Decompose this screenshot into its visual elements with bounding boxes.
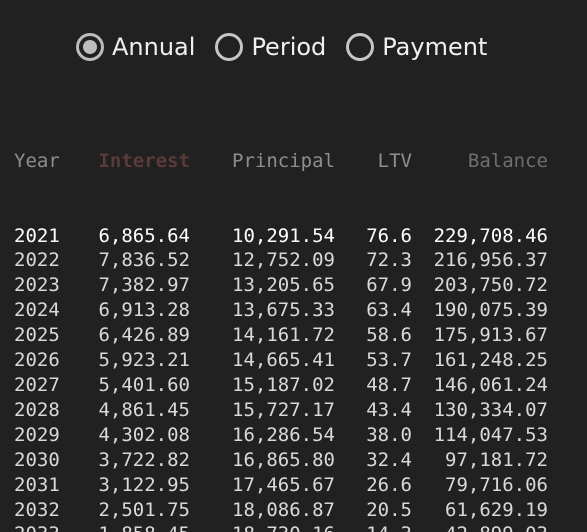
radio-unchecked-icon bbox=[215, 33, 244, 61]
cell-ltv: 48.7 bbox=[366, 373, 412, 396]
cell-principal: 13,675.33 bbox=[232, 299, 335, 322]
table-row[interactable]: 20331,858.4518,730.1614.342,899.03 bbox=[14, 522, 548, 532]
table-row[interactable]: 2027 5,401.60 15,187.02 48.7 146,061.24 bbox=[14, 373, 548, 398]
cell-balance: 229,708.46 bbox=[433, 224, 548, 247]
cell-ltv: 32.4 bbox=[366, 448, 412, 471]
cell-principal: 14,665.41 bbox=[232, 349, 335, 372]
table-row[interactable]: 2022 7,836.52 12,752.09 72.3 216,956.37 bbox=[14, 248, 548, 273]
cell-year: 2028 bbox=[14, 398, 60, 421]
cell-ltv: 63.4 bbox=[366, 299, 412, 322]
cell-balance: 114,047.53 bbox=[433, 423, 548, 446]
radio-period-label: Period bbox=[251, 33, 327, 61]
table-row[interactable]: 2021 6,865.64 10,291.54 76.6 229,708.46 bbox=[14, 224, 548, 249]
cell-ltv: 67.9 bbox=[366, 274, 412, 297]
cell-ltv: 20.5 bbox=[366, 498, 412, 521]
column-header-ltv[interactable]: LTV bbox=[377, 149, 412, 172]
radio-unchecked-icon bbox=[346, 33, 375, 61]
table-row[interactable]: 2032 2,501.75 18,086.87 20.5 61,629.19 bbox=[14, 498, 548, 523]
cell-principal: 17,465.67 bbox=[232, 473, 335, 496]
cell-year: 2029 bbox=[14, 423, 60, 446]
cell-principal: 13,205.65 bbox=[232, 274, 335, 297]
cell-year: 2027 bbox=[14, 373, 60, 396]
cell-interest: 4,302.08 bbox=[98, 423, 190, 446]
table-row[interactable]: 2029 4,302.08 16,286.54 38.0 114,047.53 bbox=[14, 423, 548, 448]
cell-balance: 61,629.19 bbox=[445, 498, 548, 521]
table-row[interactable]: 2030 3,722.82 16,865.80 32.4 97,181.72 bbox=[14, 448, 548, 473]
cell-interest: 5,401.60 bbox=[98, 373, 190, 396]
radio-annual-label: Annual bbox=[112, 33, 196, 61]
cell-interest: 1,858.45 bbox=[66, 522, 190, 532]
cell-ltv: 43.4 bbox=[366, 398, 412, 421]
cell-balance: 79,716.06 bbox=[445, 473, 548, 496]
cell-balance: 146,061.24 bbox=[433, 373, 548, 396]
column-header-interest[interactable]: Interest bbox=[98, 149, 190, 172]
cell-year: 2030 bbox=[14, 448, 60, 471]
cell-balance: 42,899.03 bbox=[412, 522, 548, 532]
cell-principal: 16,286.54 bbox=[232, 423, 335, 446]
radio-period[interactable]: Period bbox=[215, 33, 326, 61]
cell-year: 2023 bbox=[14, 274, 60, 297]
cell-principal: 15,187.02 bbox=[232, 373, 335, 396]
table-row[interactable]: 2025 6,426.89 14,161.72 58.6 175,913.67 bbox=[14, 323, 548, 348]
cell-year: 2025 bbox=[14, 324, 60, 347]
radio-payment[interactable]: Payment bbox=[346, 33, 487, 61]
cell-year: 2022 bbox=[14, 249, 60, 272]
cell-interest: 6,865.64 bbox=[98, 224, 190, 247]
cell-ltv: 76.6 bbox=[366, 224, 412, 247]
cell-interest: 3,122.95 bbox=[98, 473, 190, 496]
table-row[interactable]: 2028 4,861.45 15,727.17 43.4 130,334.07 bbox=[14, 398, 548, 423]
radio-checked-icon bbox=[76, 33, 104, 61]
cell-balance: 161,248.25 bbox=[433, 349, 548, 372]
cell-balance: 216,956.37 bbox=[433, 249, 548, 272]
table-row[interactable]: 2024 6,913.28 13,675.33 63.4 190,075.39 bbox=[14, 298, 548, 323]
cell-balance: 97,181.72 bbox=[445, 448, 548, 471]
amortization-table: Year Interest Principal LTV Balance 2021… bbox=[14, 99, 548, 532]
cell-year: 2021 bbox=[14, 224, 60, 247]
cell-year: 2024 bbox=[14, 299, 60, 322]
radio-payment-label: Payment bbox=[382, 33, 488, 61]
cell-principal: 18,730.16 bbox=[190, 522, 335, 532]
cell-interest: 3,722.82 bbox=[98, 448, 190, 471]
cell-year: 2026 bbox=[14, 349, 60, 372]
cell-balance: 130,334.07 bbox=[433, 398, 548, 421]
cell-interest: 4,861.45 bbox=[98, 398, 190, 421]
cell-principal: 14,161.72 bbox=[232, 324, 335, 347]
table-row[interactable]: 2023 7,382.97 13,205.65 67.9 203,750.72 bbox=[14, 273, 548, 298]
cell-year: 2031 bbox=[14, 473, 60, 496]
column-header-principal[interactable]: Principal bbox=[232, 149, 335, 172]
cell-interest: 6,913.28 bbox=[98, 299, 190, 322]
view-mode-radio-group: Annual Period Payment bbox=[76, 33, 487, 61]
radio-annual[interactable]: Annual bbox=[76, 33, 195, 61]
table-row[interactable]: 2026 5,923.21 14,665.41 53.7 161,248.25 bbox=[14, 348, 548, 373]
cell-ltv: 53.7 bbox=[366, 349, 412, 372]
table-header-row: Year Interest Principal LTV Balance bbox=[14, 149, 548, 174]
table-row[interactable]: 2031 3,122.95 17,465.67 26.6 79,716.06 bbox=[14, 473, 548, 498]
cell-ltv: 26.6 bbox=[366, 473, 412, 496]
cell-interest: 7,382.97 bbox=[98, 274, 190, 297]
cell-ltv: 38.0 bbox=[366, 423, 412, 446]
cell-balance: 203,750.72 bbox=[433, 274, 548, 297]
cell-interest: 6,426.89 bbox=[98, 324, 190, 347]
cell-ltv: 14.3 bbox=[335, 522, 412, 532]
column-header-year[interactable]: Year bbox=[14, 149, 60, 172]
cell-principal: 18,086.87 bbox=[232, 498, 335, 521]
cell-principal: 10,291.54 bbox=[232, 224, 335, 247]
cell-interest: 7,836.52 bbox=[98, 249, 190, 272]
cell-balance: 190,075.39 bbox=[433, 299, 548, 322]
cell-interest: 2,501.75 bbox=[98, 498, 190, 521]
column-header-balance[interactable]: Balance bbox=[467, 149, 548, 172]
cell-ltv: 58.6 bbox=[366, 324, 412, 347]
cell-principal: 15,727.17 bbox=[232, 398, 335, 421]
cell-balance: 175,913.67 bbox=[433, 324, 548, 347]
cell-year: 2033 bbox=[14, 522, 66, 532]
cell-year: 2032 bbox=[14, 498, 60, 521]
cell-interest: 5,923.21 bbox=[98, 349, 190, 372]
cell-principal: 12,752.09 bbox=[232, 249, 335, 272]
cell-ltv: 72.3 bbox=[366, 249, 412, 272]
cell-principal: 16,865.80 bbox=[232, 448, 335, 471]
